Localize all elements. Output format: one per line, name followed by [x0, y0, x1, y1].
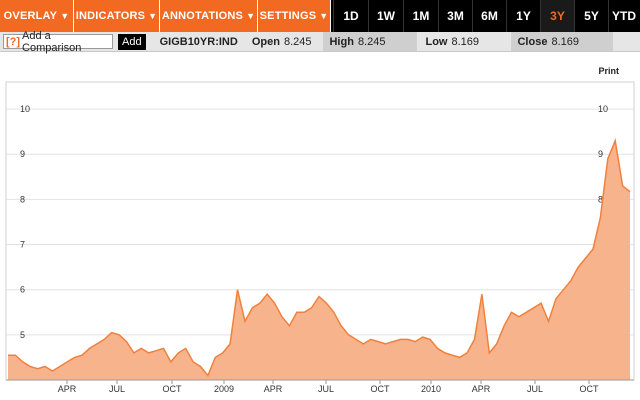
range-5y-button[interactable]: 5Y	[574, 0, 608, 32]
high-stat: High 8.245	[323, 32, 418, 51]
y-tick-label: 6	[20, 285, 25, 295]
x-tick-label: APR	[264, 384, 283, 394]
x-tick-label: JUL	[318, 384, 334, 394]
low-stat: Low 8.169	[425, 35, 480, 48]
indicators-menu[interactable]: INDICATORS ▼	[74, 0, 160, 32]
settings-menu[interactable]: SETTINGS ▼	[258, 0, 331, 32]
x-tick-label: OCT	[163, 384, 183, 394]
y-tick-label: 5	[598, 330, 603, 340]
quote-info-bar: [?] Add a Comparison Add GIGB10YR:IND Op…	[0, 30, 640, 54]
y-tick-label: 8	[598, 194, 603, 204]
y-tick-label: 5	[20, 330, 25, 340]
yield-area	[8, 140, 630, 380]
range-1y-button[interactable]: 1Y	[506, 0, 540, 32]
x-tick-label: OCT	[580, 384, 600, 394]
y-tick-label: 7	[20, 240, 25, 250]
dropdown-arrow-icon: ▼	[148, 11, 158, 21]
x-tick-label: APR	[58, 384, 77, 394]
add-comparison-input[interactable]: [?] Add a Comparison	[3, 30, 113, 54]
range-ytd-button[interactable]: YTD	[608, 0, 639, 32]
y-tick-label: 10	[598, 104, 608, 114]
range-6m-button[interactable]: 6M	[472, 0, 506, 32]
y-tick-label: 6	[598, 285, 603, 295]
range-1w-button[interactable]: 1W	[368, 0, 403, 32]
x-tick-label: JUL	[109, 384, 125, 394]
x-tick-label: 2010	[421, 384, 441, 394]
dropdown-arrow-icon: ▼	[246, 11, 256, 21]
y-tick-label: 9	[598, 149, 603, 159]
plot-frame	[5, 81, 635, 381]
help-icon[interactable]: [?]	[6, 35, 21, 48]
overlay-menu[interactable]: OVERLAY ▼	[0, 0, 74, 32]
range-1d-button[interactable]: 1D	[333, 0, 368, 32]
y-tick-label: 8	[20, 194, 25, 204]
y-tick-label: 10	[20, 104, 30, 114]
annotations-menu[interactable]: ANNOTATIONS ▼	[160, 0, 258, 32]
range-1m-button[interactable]: 1M	[403, 0, 438, 32]
comparison-placeholder: Add a Comparison	[22, 29, 82, 54]
open-stat: Open 8.245	[251, 35, 312, 48]
range-3y-button[interactable]: 3Y	[540, 0, 574, 32]
x-tick-label: OCT	[371, 384, 391, 394]
print-link[interactable]: Print	[598, 66, 619, 76]
chart-toolbar: OVERLAY ▼ INDICATORS ▼ ANNOTATIONS ▼ SETTIN…	[0, 0, 640, 32]
yield-line	[8, 137, 631, 377]
range-3m-button[interactable]: 3M	[438, 0, 472, 32]
y-tick-label: 7	[598, 240, 603, 250]
x-tick-label: 2009	[214, 384, 234, 394]
y-tick-label: 9	[20, 149, 25, 159]
close-stat: Close 8.169	[511, 32, 614, 51]
ticker-symbol: GIGB10YR:IND	[159, 35, 238, 48]
x-tick-label: JUL	[527, 384, 543, 394]
dropdown-arrow-icon: ▼	[60, 11, 70, 21]
add-comparison-button[interactable]: Add	[118, 33, 146, 50]
x-tick-label: APR	[472, 384, 491, 394]
dropdown-arrow-icon: ▼	[319, 11, 329, 21]
